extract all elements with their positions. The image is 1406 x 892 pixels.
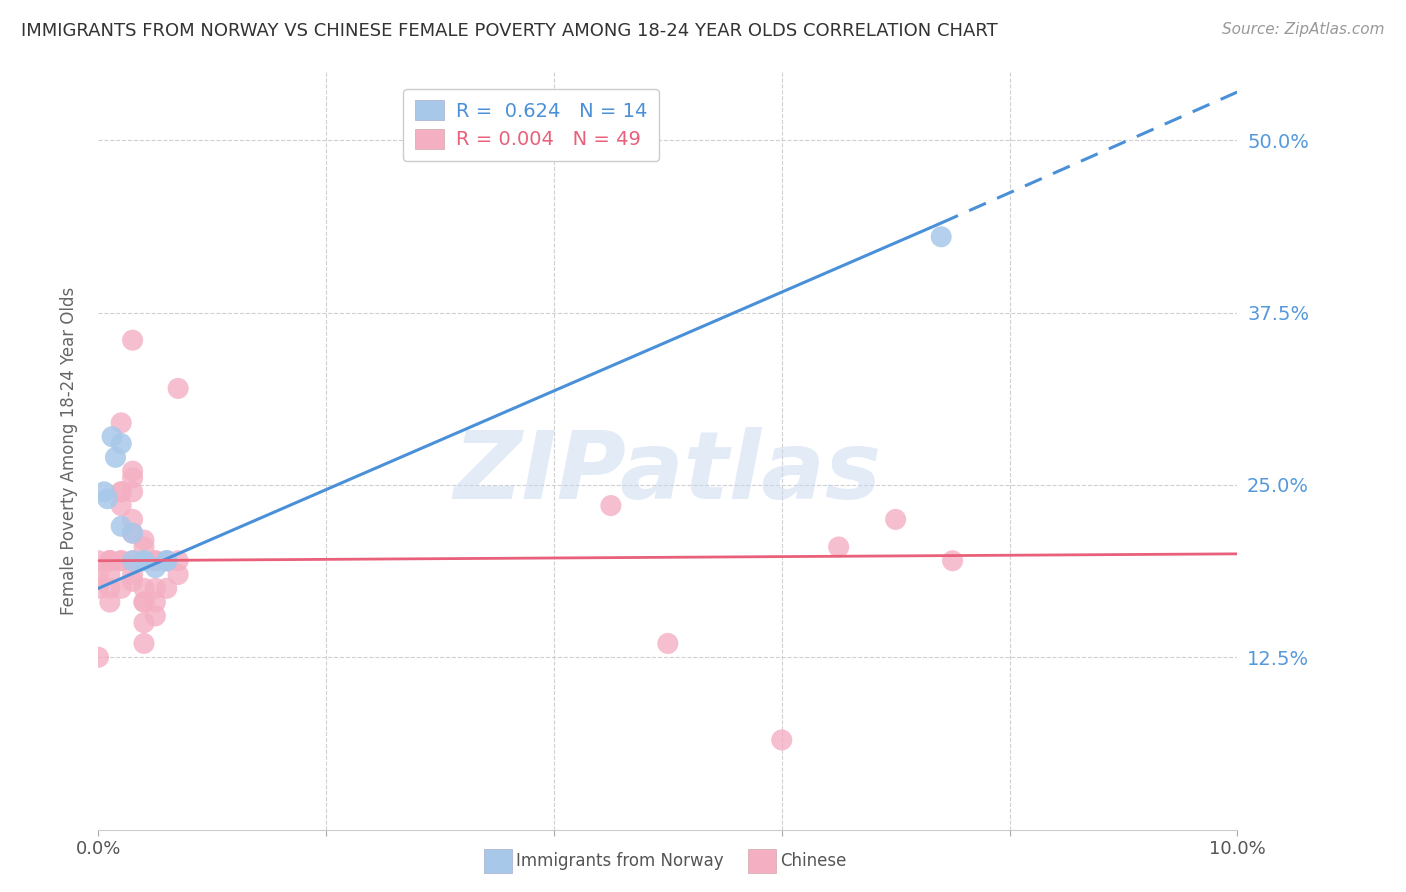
Point bbox=[828, 540, 851, 554]
Point bbox=[167, 381, 190, 395]
Point bbox=[98, 554, 121, 568]
Point bbox=[132, 595, 155, 609]
Point bbox=[121, 554, 143, 568]
Point bbox=[87, 554, 110, 568]
Point bbox=[145, 582, 167, 596]
Point bbox=[156, 554, 179, 568]
Text: Immigrants from Norway: Immigrants from Norway bbox=[516, 852, 724, 871]
Point bbox=[132, 540, 155, 554]
Point bbox=[145, 554, 167, 568]
Point bbox=[98, 554, 121, 568]
Point bbox=[132, 595, 155, 609]
Point bbox=[121, 554, 143, 568]
Point bbox=[132, 554, 155, 568]
Point bbox=[110, 582, 132, 596]
Text: Source: ZipAtlas.com: Source: ZipAtlas.com bbox=[1222, 22, 1385, 37]
Point bbox=[132, 533, 155, 547]
Point bbox=[132, 582, 155, 596]
Point bbox=[110, 484, 132, 499]
Point bbox=[101, 430, 124, 444]
Point bbox=[145, 608, 167, 623]
Point bbox=[96, 491, 118, 506]
Text: ZIPatlas: ZIPatlas bbox=[454, 427, 882, 519]
Point bbox=[156, 554, 179, 568]
Point bbox=[110, 484, 132, 499]
Point bbox=[98, 567, 121, 582]
Point bbox=[121, 471, 143, 485]
Point bbox=[145, 554, 167, 568]
Point bbox=[121, 512, 143, 526]
Text: Chinese: Chinese bbox=[780, 852, 846, 871]
Point bbox=[942, 554, 965, 568]
Point bbox=[121, 484, 143, 499]
Point bbox=[121, 333, 143, 347]
Point bbox=[145, 595, 167, 609]
Point bbox=[98, 582, 121, 596]
Point bbox=[87, 567, 110, 582]
Point bbox=[110, 416, 132, 430]
Legend: R =  0.624   N = 14, R = 0.004   N = 49: R = 0.624 N = 14, R = 0.004 N = 49 bbox=[404, 88, 659, 161]
Point bbox=[98, 595, 121, 609]
Point bbox=[156, 582, 179, 596]
Point bbox=[87, 582, 110, 596]
Point bbox=[884, 512, 907, 526]
Point bbox=[600, 499, 623, 513]
Point bbox=[87, 650, 110, 665]
Point bbox=[110, 554, 132, 568]
Point bbox=[110, 554, 132, 568]
Point bbox=[145, 560, 167, 574]
Point bbox=[121, 526, 143, 541]
Point bbox=[132, 554, 155, 568]
Point bbox=[167, 554, 190, 568]
Point bbox=[98, 554, 121, 568]
Point bbox=[110, 436, 132, 450]
Point bbox=[167, 567, 190, 582]
Point bbox=[132, 615, 155, 630]
Point bbox=[93, 484, 115, 499]
Point bbox=[121, 574, 143, 589]
Point bbox=[156, 554, 179, 568]
Point bbox=[121, 567, 143, 582]
Point bbox=[110, 499, 132, 513]
Point bbox=[110, 519, 132, 533]
Point bbox=[132, 636, 155, 650]
Point bbox=[121, 526, 143, 541]
Point bbox=[770, 733, 793, 747]
Point bbox=[121, 464, 143, 478]
Y-axis label: Female Poverty Among 18-24 Year Olds: Female Poverty Among 18-24 Year Olds bbox=[59, 286, 77, 615]
Point bbox=[657, 636, 679, 650]
Text: IMMIGRANTS FROM NORWAY VS CHINESE FEMALE POVERTY AMONG 18-24 YEAR OLDS CORRELATI: IMMIGRANTS FROM NORWAY VS CHINESE FEMALE… bbox=[21, 22, 998, 40]
Point bbox=[104, 450, 127, 465]
Point bbox=[929, 229, 952, 244]
